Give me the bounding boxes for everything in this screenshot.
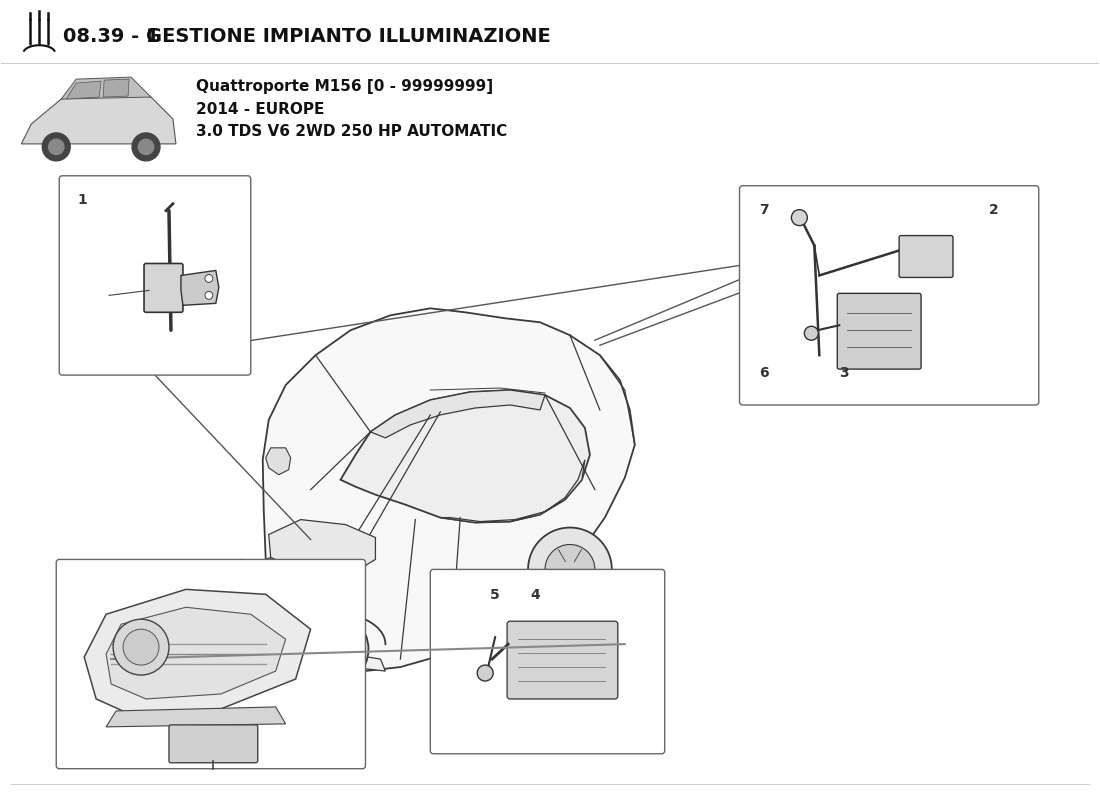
Circle shape <box>528 527 612 611</box>
Circle shape <box>123 630 160 665</box>
Polygon shape <box>341 390 590 522</box>
Text: 08.39 - 1: 08.39 - 1 <box>63 26 160 46</box>
Circle shape <box>113 619 169 675</box>
Polygon shape <box>266 448 290 474</box>
Polygon shape <box>268 519 375 574</box>
Polygon shape <box>62 77 151 99</box>
Text: 4: 4 <box>530 588 540 602</box>
Circle shape <box>205 274 213 282</box>
FancyBboxPatch shape <box>430 570 664 754</box>
FancyBboxPatch shape <box>837 294 921 369</box>
Circle shape <box>205 291 213 299</box>
Circle shape <box>48 139 64 154</box>
Text: 5: 5 <box>491 588 499 602</box>
FancyBboxPatch shape <box>144 263 183 312</box>
FancyBboxPatch shape <box>739 186 1038 405</box>
FancyBboxPatch shape <box>899 235 953 278</box>
Text: 3: 3 <box>839 366 849 380</box>
Polygon shape <box>85 590 310 717</box>
Circle shape <box>139 139 154 154</box>
Polygon shape <box>276 587 341 647</box>
Circle shape <box>804 326 818 340</box>
Polygon shape <box>266 558 385 671</box>
Polygon shape <box>440 460 585 522</box>
FancyBboxPatch shape <box>507 622 618 699</box>
Circle shape <box>132 133 160 161</box>
Polygon shape <box>103 79 129 97</box>
Polygon shape <box>106 607 286 699</box>
FancyBboxPatch shape <box>56 559 365 769</box>
FancyBboxPatch shape <box>169 725 257 762</box>
Text: GESTIONE IMPIANTO ILLUMINAZIONE: GESTIONE IMPIANTO ILLUMINAZIONE <box>146 26 551 46</box>
Circle shape <box>477 665 493 681</box>
Polygon shape <box>66 81 101 99</box>
Polygon shape <box>371 390 544 438</box>
Text: Quattroporte M156 [0 - 99999999]: Quattroporte M156 [0 - 99999999] <box>196 78 493 94</box>
Text: 2014 - EUROPE: 2014 - EUROPE <box>196 102 324 117</box>
Text: 2: 2 <box>989 202 999 217</box>
FancyBboxPatch shape <box>59 176 251 375</box>
Polygon shape <box>180 270 219 306</box>
Circle shape <box>544 545 595 594</box>
Polygon shape <box>106 707 286 727</box>
Circle shape <box>42 133 70 161</box>
Text: 3.0 TDS V6 2WD 250 HP AUTOMATIC: 3.0 TDS V6 2WD 250 HP AUTOMATIC <box>196 125 507 139</box>
Polygon shape <box>263 308 635 672</box>
Text: 1: 1 <box>77 193 87 206</box>
Circle shape <box>293 611 368 687</box>
Text: 7: 7 <box>759 202 769 217</box>
Polygon shape <box>21 89 176 144</box>
Text: 6: 6 <box>759 366 769 380</box>
Circle shape <box>791 210 807 226</box>
Circle shape <box>309 627 352 671</box>
